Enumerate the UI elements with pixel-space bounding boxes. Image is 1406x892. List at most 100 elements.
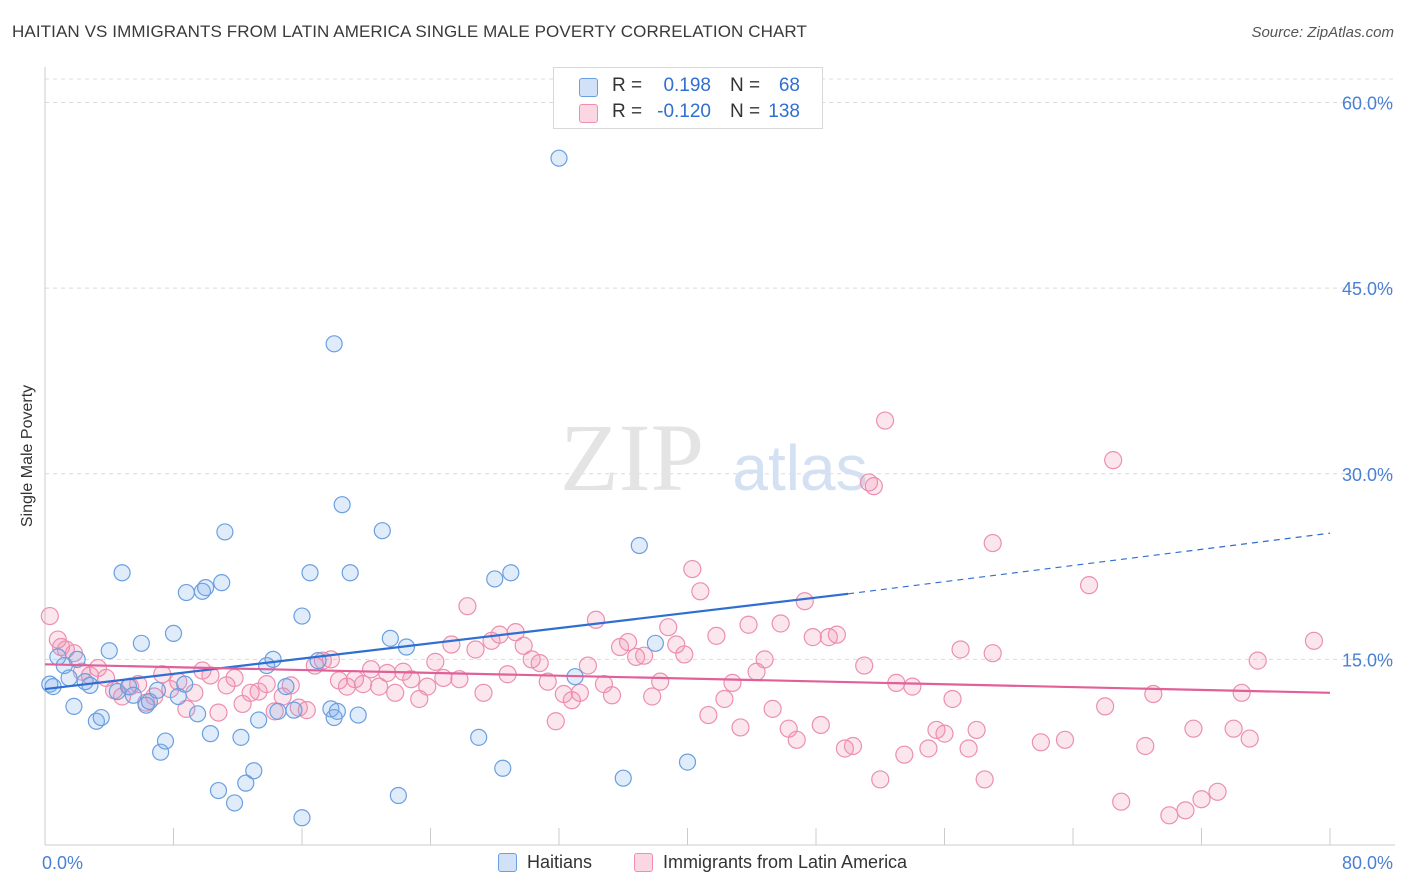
data-point-latin-america [297, 701, 316, 720]
r-label: R = [612, 101, 643, 122]
data-point-latin-america [871, 770, 890, 789]
data-point-latin-america [1232, 683, 1251, 702]
data-point-haitians [216, 523, 234, 541]
data-point-haitians [630, 536, 648, 555]
data-point-haitians [264, 650, 282, 668]
data-point-latin-america [1208, 782, 1227, 801]
data-point-latin-america [458, 597, 477, 616]
gridlines [45, 78, 1395, 660]
data-point-latin-america [1240, 729, 1259, 748]
data-point-latin-america [683, 559, 702, 579]
data-point-latin-america [602, 686, 622, 705]
data-point-haitians [502, 564, 520, 582]
y-tick-label: 45.0% [1342, 279, 1393, 299]
data-point-latin-america [1055, 730, 1075, 749]
data-point-latin-america [129, 675, 148, 694]
data-point-latin-america [675, 645, 694, 664]
data-point-latin-america [803, 628, 822, 647]
legend-label-haitians: Haitians [527, 852, 593, 872]
data-point-latin-america [763, 699, 782, 718]
data-point-latin-america [771, 614, 790, 633]
data-point-haitians [494, 759, 512, 777]
data-point-latin-america [370, 677, 389, 696]
data-point-haitians [293, 607, 311, 625]
x-tick-label: 0.0% [42, 853, 83, 873]
data-point-latin-america [739, 615, 758, 634]
data-point-haitians [293, 809, 311, 827]
series-haitians-points [41, 149, 697, 827]
data-point-latin-america [530, 653, 549, 673]
data-point-haitians [68, 650, 86, 668]
data-point-latin-america [651, 672, 670, 691]
data-point-latin-america [723, 673, 742, 692]
data-point-latin-america [855, 656, 874, 675]
data-point-haitians [678, 753, 697, 771]
tick-labels: 15.0% 30.0% 45.0% 60.0% 0.0% 80.0% [42, 94, 1393, 873]
legend-swatch-latin-america [634, 853, 653, 872]
data-point-haitians [201, 725, 220, 743]
data-point-haitians [176, 675, 194, 693]
data-point-haitians [470, 728, 488, 746]
data-point-latin-america [1248, 651, 1267, 670]
data-point-latin-america [402, 670, 421, 689]
data-point-haitians [614, 769, 632, 787]
data-point-latin-america [699, 705, 718, 725]
data-point-latin-america [951, 640, 970, 659]
data-point-latin-america [1096, 697, 1115, 716]
correlation-legend: R = 0.198 N = 68 R = -0.120 N = 138 [553, 67, 823, 129]
legend-swatch-haitians [579, 78, 598, 97]
data-point-haitians [225, 794, 244, 812]
data-point-latin-america [40, 606, 59, 626]
data-point-haitians [188, 705, 207, 723]
data-point-latin-america [1224, 719, 1243, 738]
data-point-latin-america [843, 736, 863, 756]
data-point-latin-america [787, 730, 806, 749]
legend-swatch-latin-america [579, 104, 598, 123]
n-value: 68 [778, 75, 800, 96]
y-tick-label: 15.0% [1342, 650, 1393, 670]
data-point-latin-america [827, 625, 846, 644]
trendline-haitians-extension [848, 532, 1331, 595]
watermark: ZIP atlas [560, 404, 868, 511]
data-point-haitians [486, 570, 504, 588]
trendline-haitians [44, 592, 849, 691]
data-point-latin-america [1104, 451, 1123, 470]
data-point-haitians [285, 701, 303, 719]
data-point-haitians [100, 642, 118, 660]
data-point-latin-america [538, 672, 557, 691]
data-point-latin-america [426, 652, 445, 671]
n-label: N = [730, 101, 761, 122]
watermark-atlas: atlas [732, 432, 867, 504]
r-value: 0.198 [663, 75, 711, 96]
legend-item-latin-america[interactable]: Immigrants from Latin America [634, 852, 907, 873]
data-point-haitians [156, 732, 175, 750]
data-point-latin-america [1176, 801, 1195, 820]
data-point-latin-america [353, 675, 373, 694]
data-point-haitians [301, 564, 319, 582]
data-point-latin-america [1184, 719, 1203, 738]
data-point-latin-america [1192, 790, 1211, 809]
data-point-latin-america [442, 635, 461, 654]
data-point-latin-america [418, 677, 437, 696]
data-point-latin-america [1031, 733, 1050, 752]
legend-item-haitians[interactable]: Haitians [498, 852, 592, 873]
data-point-haitians [550, 149, 568, 167]
trend-lines [44, 532, 1331, 694]
y-tick-label: 30.0% [1342, 465, 1393, 485]
source-label: Source: ZipAtlas.com [1251, 24, 1394, 41]
data-point-latin-america [546, 712, 565, 731]
data-point-latin-america [864, 477, 883, 496]
data-point-haitians [108, 682, 126, 701]
axes [44, 67, 1395, 846]
data-point-haitians [197, 579, 215, 597]
data-point-haitians [250, 711, 268, 729]
data-point-haitians [237, 774, 255, 792]
data-point-latin-america [1160, 806, 1179, 825]
data-point-latin-america [257, 675, 276, 694]
data-point-haitians [389, 786, 407, 805]
data-point-latin-america [811, 715, 830, 735]
data-point-latin-america [1136, 736, 1155, 756]
data-point-latin-america [943, 689, 962, 709]
data-point-latin-america [959, 739, 978, 758]
